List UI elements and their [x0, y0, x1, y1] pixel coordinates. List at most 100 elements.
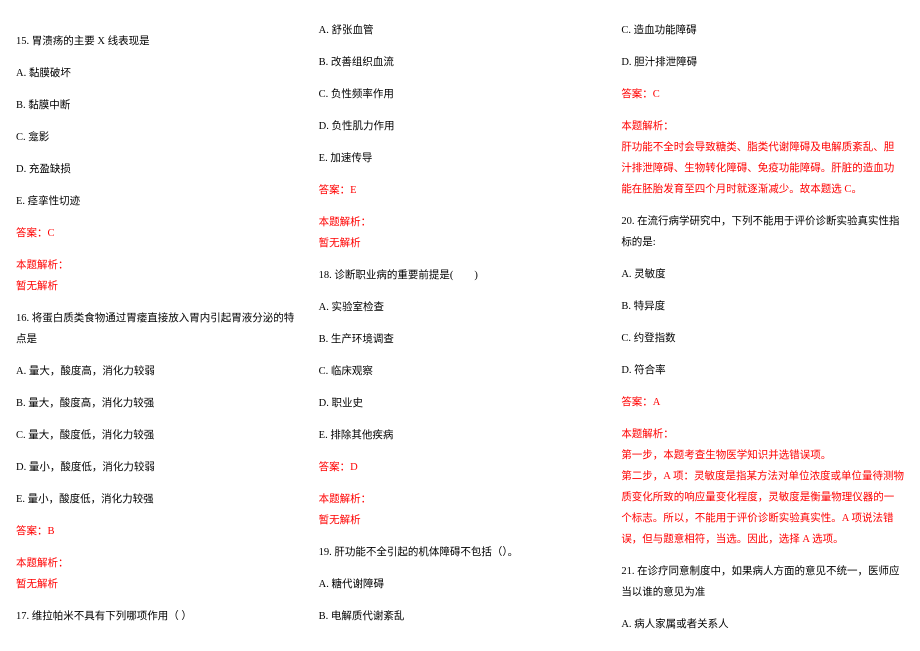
q17-opt-2: C. 负性频率作用: [319, 84, 602, 105]
spacer: [621, 381, 904, 392]
spacer: [319, 137, 602, 148]
q20-opt-3: D. 符合率: [621, 360, 904, 381]
spacer: [16, 510, 299, 521]
spacer: [16, 595, 299, 606]
spacer: [319, 169, 602, 180]
q20-ana-0: 第一步，本题考查生物医学知识并选错误项。: [621, 445, 904, 466]
q15-ana: 暂无解析: [16, 276, 299, 297]
q15-stem: 15. 胃溃疡的主要 X 线表现是: [16, 31, 299, 52]
q20-ana-hdr: 本题解析：: [621, 424, 904, 445]
spacer: [319, 318, 602, 329]
q20-opt-1: B. 特异度: [621, 296, 904, 317]
q18-ana: 暂无解析: [319, 510, 602, 531]
spacer: [16, 180, 299, 191]
spacer: [621, 317, 904, 328]
q17-opt-1: B. 改善组织血流: [319, 52, 602, 73]
q21-stem: 21. 在诊疗同意制度中，如果病人方面的意见不统一，医师应当以谁的意见为准: [621, 561, 904, 603]
q17-opt-0: A. 舒张血管: [319, 20, 602, 41]
q19-opt-3: D. 胆汁排泄障碍: [621, 52, 904, 73]
q19-stem: 19. 肝功能不全引起的机体障碍不包括（）。: [319, 542, 602, 563]
spacer: [319, 105, 602, 116]
spacer: [621, 73, 904, 84]
spacer: [16, 627, 299, 638]
spacer: [319, 563, 602, 574]
q16-opt-0: A. 量大，酸度高，消化力较弱: [16, 361, 299, 382]
spacer: [319, 73, 602, 84]
spacer: [319, 478, 602, 489]
q20-ana-1: 第二步，A 项：灵敏度是指某方法对单位浓度或单位量待测物质变化所致的响应量变化程…: [621, 466, 904, 550]
q17-answer: 答案：E: [319, 180, 602, 201]
q17-stem: 17. 维拉帕米不具有下列哪项作用（ ）: [16, 606, 299, 627]
q16-opt-2: C. 量大，酸度低，消化力较强: [16, 425, 299, 446]
spacer: [621, 603, 904, 614]
q16-ana-hdr: 本题解析：: [16, 553, 299, 574]
q18-answer: 答案：D: [319, 457, 602, 478]
spacer: [16, 116, 299, 127]
q18-stem: 18. 诊断职业病的重要前提是( ): [319, 265, 602, 286]
q15-opt-2: C. 龛影: [16, 127, 299, 148]
spacer: [16, 350, 299, 361]
q18-opt-4: E. 排除其他疾病: [319, 425, 602, 446]
q20-opt-0: A. 灵敏度: [621, 264, 904, 285]
q15-opt-0: A. 黏膜破坏: [16, 63, 299, 84]
q17-ana: 暂无解析: [319, 233, 602, 254]
spacer: [621, 200, 904, 211]
q16-ana: 暂无解析: [16, 574, 299, 595]
spacer: [16, 20, 299, 31]
spacer: [16, 297, 299, 308]
spacer: [319, 286, 602, 297]
spacer: [16, 446, 299, 457]
spacer: [16, 148, 299, 159]
q18-ana-hdr: 本题解析：: [319, 489, 602, 510]
spacer: [16, 52, 299, 63]
q15-opt-3: D. 充盈缺损: [16, 159, 299, 180]
q19-ana-hdr: 本题解析：: [621, 116, 904, 137]
q15-opt-1: B. 黏膜中断: [16, 95, 299, 116]
q20-stem: 20. 在流行病学研究中，下列不能用于评价诊断实验真实性指标的是:: [621, 211, 904, 253]
q16-opt-1: B. 量大，酸度高，消化力较强: [16, 393, 299, 414]
spacer: [621, 105, 904, 116]
q19-ana: 肝功能不全时会导致糖类、脂类代谢障碍及电解质紊乱、胆汁排泄障碍、生物转化障碍、免…: [621, 137, 904, 200]
spacer: [319, 201, 602, 212]
spacer: [319, 254, 602, 265]
q18-opt-1: B. 生产环境调查: [319, 329, 602, 350]
spacer: [16, 212, 299, 223]
q18-opt-0: A. 实验室检查: [319, 297, 602, 318]
q18-opt-3: D. 职业史: [319, 393, 602, 414]
q17-opt-3: D. 负性肌力作用: [319, 116, 602, 137]
spacer: [16, 478, 299, 489]
q18-opt-2: C. 临床观察: [319, 361, 602, 382]
spacer: [319, 382, 602, 393]
q19-answer: 答案：C: [621, 84, 904, 105]
q17-opt-4: E. 加速传导: [319, 148, 602, 169]
q16-stem: 16. 将蛋白质类食物通过胃瘘直接放入胃内引起胃液分泌的特点是: [16, 308, 299, 350]
spacer: [16, 542, 299, 553]
spacer: [319, 414, 602, 425]
spacer: [16, 244, 299, 255]
spacer: [621, 550, 904, 561]
spacer: [319, 446, 602, 457]
spacer: [319, 595, 602, 606]
spacer: [621, 349, 904, 360]
q20-answer: 答案：A: [621, 392, 904, 413]
q15-opt-4: E. 痉挛性切迹: [16, 191, 299, 212]
q16-opt-4: E. 量小，酸度低，消化力较强: [16, 489, 299, 510]
spacer: [319, 627, 602, 638]
spacer: [16, 414, 299, 425]
spacer: [319, 41, 602, 52]
q19-opt-2: C. 造血功能障碍: [621, 20, 904, 41]
q20-opt-2: C. 约登指数: [621, 328, 904, 349]
spacer: [16, 84, 299, 95]
q15-ana-hdr: 本题解析：: [16, 255, 299, 276]
q19-opt-1: B. 电解质代谢紊乱: [319, 606, 602, 627]
spacer: [621, 41, 904, 52]
q15-answer: 答案：C: [16, 223, 299, 244]
spacer: [319, 531, 602, 542]
spacer: [621, 413, 904, 424]
spacer: [621, 253, 904, 264]
q21-opt-0: A. 病人家属或者关系人: [621, 614, 904, 635]
q16-answer: 答案：B: [16, 521, 299, 542]
q17-ana-hdr: 本题解析：: [319, 212, 602, 233]
spacer: [16, 382, 299, 393]
q16-opt-3: D. 量小，酸度低，消化力较弱: [16, 457, 299, 478]
